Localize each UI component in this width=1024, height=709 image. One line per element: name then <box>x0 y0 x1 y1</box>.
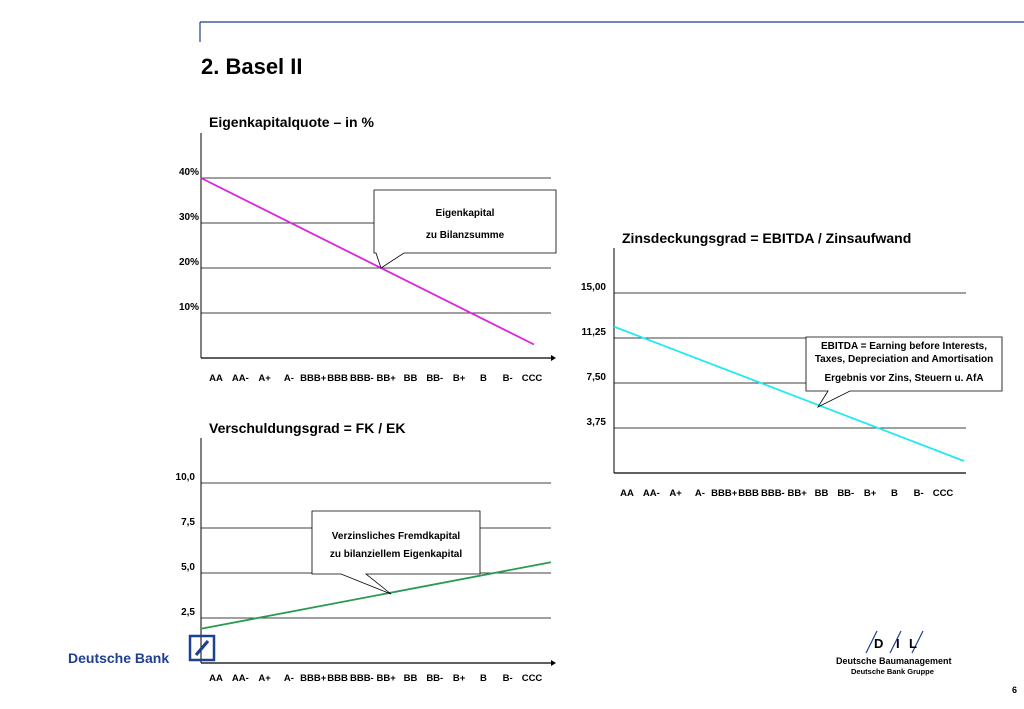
x-tick-label: BB- <box>426 373 443 384</box>
y-tick-label: 40% <box>179 167 199 178</box>
y-tick-label: 3,75 <box>587 417 607 428</box>
annotation-callout <box>311 510 481 595</box>
x-tick-label: BBB- <box>350 373 374 384</box>
annotation-text: Taxes, Depreciation and Amortisation <box>815 354 993 365</box>
x-tick-label: B <box>480 673 487 684</box>
y-tick-label: 2,5 <box>181 607 195 618</box>
x-tick-label: BBB+ <box>711 488 738 499</box>
chart-title-debt: Verschuldungsgrad = FK / EK <box>209 420 405 436</box>
annotation-callout <box>373 189 557 269</box>
y-tick-label: 20% <box>179 257 199 268</box>
x-tick-label: B+ <box>453 373 466 384</box>
x-tick-label: CCC <box>522 673 543 684</box>
x-tick-label: AA- <box>643 488 660 499</box>
x-tick-label: BBB <box>327 673 348 684</box>
x-tick-label: AA- <box>232 673 249 684</box>
dil-slash-2 <box>889 630 902 654</box>
x-tick-label: A- <box>695 488 705 499</box>
x-tick-label: AA <box>620 488 634 499</box>
x-tick-label: BBB+ <box>300 673 327 684</box>
x-axis-arrow <box>551 660 556 666</box>
x-tick-label: BB- <box>837 488 854 499</box>
x-tick-label: BBB- <box>350 673 374 684</box>
x-tick-label: BB+ <box>377 673 397 684</box>
chart-equity: 10%20%30%40%AA AA- A+ A- BBB+ BBB BBB- BB+ BB BB-… <box>179 133 557 384</box>
y-tick-label: 11,25 <box>582 327 607 338</box>
deutsche-bank-slash-stroke <box>194 639 210 657</box>
deutsche-bank-wordmark: Deutsche Bank <box>68 650 169 666</box>
x-tick-label: B- <box>503 373 513 384</box>
annotation-text: Verzinsliches Fremdkapital <box>332 531 461 542</box>
series-line-equity <box>200 177 535 346</box>
chart-title-equity: Eigenkapitalquote – in % <box>209 114 374 130</box>
annotation-text: EBITDA = Earning before Interests, <box>821 341 987 352</box>
y-tick-label: 7,5 <box>181 517 195 528</box>
dil-logo: D I L Deutsche Baumanagement Deutsche Ba… <box>836 630 952 676</box>
x-tick-label: A+ <box>258 373 271 384</box>
dil-letter-d: D <box>874 636 883 651</box>
annotation-text: zu Bilanzsumme <box>426 230 505 241</box>
x-tick-label: BB <box>404 373 418 384</box>
x-tick-label: A+ <box>669 488 682 499</box>
chart-debt: 2,55,07,510,0AA AA- A+ A- BBB+ BBB BBB- BB+ BB BB… <box>176 438 556 684</box>
annotation-text: zu bilanziellem Eigenkapital <box>330 549 462 560</box>
dil-letter-i: I <box>896 636 900 651</box>
deutsche-bank-logo: Deutsche Bank <box>68 634 216 666</box>
y-tick-label: 10,0 <box>176 472 196 483</box>
x-tick-label: BB <box>404 673 418 684</box>
y-tick-label: 7,50 <box>587 372 607 383</box>
series-line-debt <box>200 561 552 630</box>
x-tick-label: AA <box>209 373 223 384</box>
x-tick-label: BB- <box>426 673 443 684</box>
dil-line-2: Deutsche Bank Gruppe <box>851 667 934 676</box>
annotation-text: Ergebnis vor Zins, Steuern u. AfA <box>824 373 983 384</box>
y-tick-label: 10% <box>179 302 199 313</box>
x-tick-label: A+ <box>258 673 271 684</box>
x-tick-label: B+ <box>864 488 877 499</box>
x-tick-label: BBB- <box>761 488 785 499</box>
x-tick-label: B <box>480 373 487 384</box>
x-tick-label: BB <box>815 488 829 499</box>
x-tick-label: AA- <box>232 373 249 384</box>
x-tick-label: B+ <box>453 673 466 684</box>
x-tick-label: AA <box>209 673 223 684</box>
y-tick-label: 5,0 <box>181 562 195 573</box>
y-tick-label: 30% <box>179 212 199 223</box>
x-tick-label: CCC <box>933 488 954 499</box>
x-tick-label: BBB <box>738 488 759 499</box>
x-tick-label: B- <box>914 488 924 499</box>
x-tick-label: A- <box>284 373 294 384</box>
x-axis-arrow <box>551 355 556 361</box>
dil-line-1: Deutsche Baumanagement <box>836 656 952 666</box>
x-tick-label: BB+ <box>788 488 808 499</box>
deutsche-bank-slash-icon <box>188 634 216 662</box>
x-tick-label: B- <box>503 673 513 684</box>
dil-slash-3 <box>911 630 924 654</box>
slide-title: 2. Basel II <box>201 54 303 79</box>
x-tick-label: BBB <box>327 373 348 384</box>
x-tick-label: CCC <box>522 373 543 384</box>
series-line-coverage <box>613 325 965 462</box>
x-tick-label: BBB+ <box>300 373 327 384</box>
annotation-text: Eigenkapital <box>436 208 495 219</box>
x-tick-label: A- <box>284 673 294 684</box>
dil-slash-1 <box>865 630 878 654</box>
dil-letter-l: L <box>909 636 917 651</box>
x-tick-label: B <box>891 488 898 499</box>
annotation-callout <box>805 336 1003 408</box>
x-tick-label: BB+ <box>377 373 397 384</box>
page-number: 6 <box>1012 685 1017 695</box>
chart-title-coverage: Zinsdeckungsgrad = EBITDA / Zinsaufwand <box>622 230 911 246</box>
y-tick-label: 15,00 <box>581 282 606 293</box>
